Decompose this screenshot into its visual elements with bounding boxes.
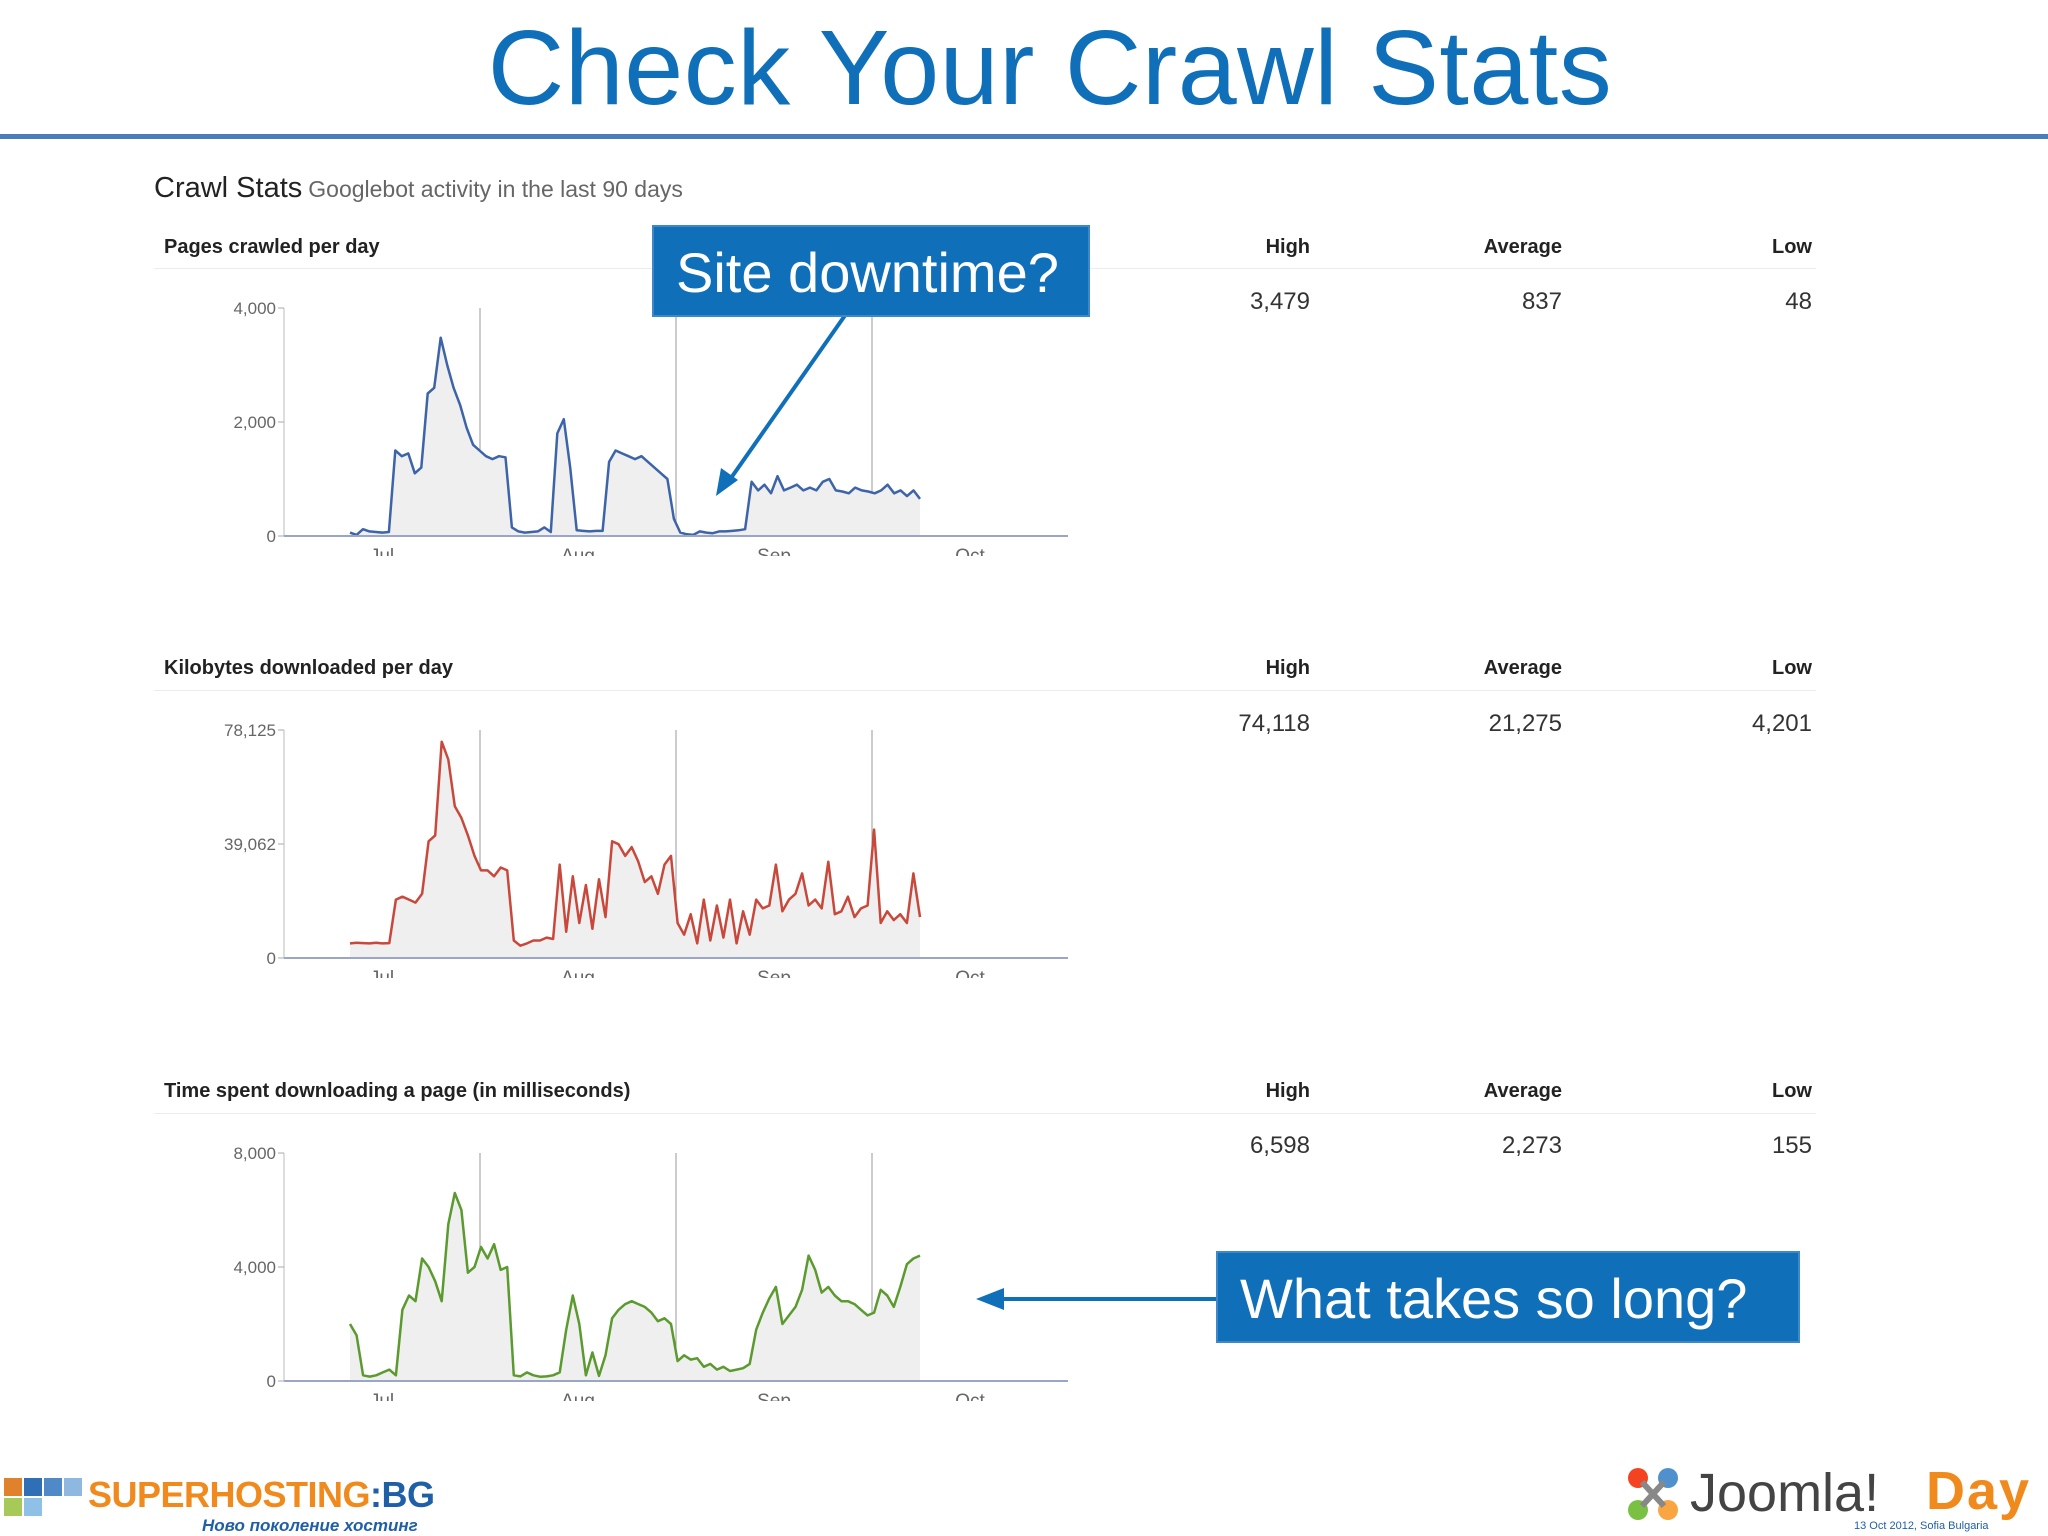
stat-header-high: High xyxy=(1265,657,1310,679)
stat-high-value: 74,118 xyxy=(1238,710,1310,737)
chart-series-line xyxy=(349,740,922,947)
chart-x-tick-label: Oct xyxy=(955,1391,985,1401)
panel-divider xyxy=(154,690,1816,691)
callout-site-downtime: Site downtime? xyxy=(652,225,1090,317)
kilobytes-downloaded-chart: 78,125 39,062 0 Jul Aug Sep Oct xyxy=(224,721,1068,978)
crawl-stats-title: Crawl Stats xyxy=(154,172,303,204)
title-divider xyxy=(0,134,2048,139)
crawl-stats-header: Crawl Stats Googlebot activity in the las… xyxy=(154,172,683,205)
panel-title-time: Time spent downloading a page (in millis… xyxy=(164,1080,631,1102)
pages-crawled-chart: 4,000 2,000 0 Jul Aug Sep Oct xyxy=(233,299,1068,556)
chart-y-tick-label: 0 xyxy=(267,527,276,546)
panel-title-kilobytes: Kilobytes downloaded per day xyxy=(164,657,453,679)
chart-area-fill xyxy=(350,1193,920,1381)
stat-low-value: 48 xyxy=(1785,288,1812,315)
joomla-icon xyxy=(1628,1468,1678,1520)
chart-x-tick-label: Jul xyxy=(370,968,394,978)
stat-header-low: Low xyxy=(1772,1080,1812,1102)
chart-y-tick-label: 0 xyxy=(267,949,276,968)
chart-y-tick-label: 4,000 xyxy=(233,1258,276,1277)
chart-x-tick-label: Aug xyxy=(561,546,595,556)
stat-average-value: 21,275 xyxy=(1488,710,1562,737)
stat-average-value: 2,273 xyxy=(1501,1132,1562,1159)
chart-series-line xyxy=(348,1191,921,1378)
stat-header-average: Average xyxy=(1483,657,1562,679)
panel-title-pages: Pages crawled per day xyxy=(164,236,380,258)
time-downloading-chart: 8,000 4,000 0 Jul Aug Sep Oct xyxy=(233,1144,1068,1401)
superhosting-brand-main: SUPERHOSTING xyxy=(88,1474,371,1515)
stat-high-value: 6,598 xyxy=(1249,1132,1310,1159)
chart-y-tick-label: 78,125 xyxy=(224,721,276,740)
superhosting-brand-suffix: :BG xyxy=(370,1474,435,1515)
chart-x-tick-label: Oct xyxy=(955,968,985,978)
joomla-event-date: 13 Oct 2012, Sofia Bulgaria xyxy=(1854,1520,1989,1532)
stat-low-value: 4,201 xyxy=(1751,710,1812,737)
joomla-wordmark: Joomla! xyxy=(1690,1463,1880,1523)
chart-area-fill xyxy=(350,337,920,536)
chart-x-tick-label: Oct xyxy=(955,546,985,556)
stat-header-high: High xyxy=(1265,1080,1310,1102)
superhosting-logo: SUPERHOSTING:BG Ново поколение хостинг xyxy=(4,1472,444,1536)
stat-average-value: 837 xyxy=(1521,288,1562,315)
stat-low-value: 155 xyxy=(1771,1132,1812,1159)
chart-x-tick-label: Sep xyxy=(757,968,791,978)
superhosting-tagline: Ново поколение хостинг xyxy=(202,1516,418,1535)
chart-x-tick-label: Jul xyxy=(370,546,394,556)
stat-header-high: High xyxy=(1265,236,1310,258)
chart-x-tick-label: Jul xyxy=(370,1391,394,1401)
chart-y-tick-label: 8,000 xyxy=(233,1144,276,1163)
callout-what-takes-so-long: What takes so long? xyxy=(1216,1251,1800,1343)
superhosting-brand: SUPERHOSTING:BG xyxy=(88,1474,435,1516)
chart-x-tick-label: Aug xyxy=(561,968,595,978)
stat-header-low: Low xyxy=(1772,657,1812,679)
panel-divider xyxy=(154,1113,1816,1114)
chart-x-tick-label: Aug xyxy=(561,1391,595,1401)
chart-area-fill xyxy=(350,741,920,958)
chart-x-tick-label: Sep xyxy=(757,546,791,556)
joomla-day-word: Day xyxy=(1926,1461,2032,1521)
stat-header-average: Average xyxy=(1483,236,1562,258)
chart-y-tick-label: 39,062 xyxy=(224,835,276,854)
slide-title: Check Your Crawl Stats xyxy=(487,9,1613,127)
stat-high-value: 3,479 xyxy=(1249,288,1310,315)
chart-x-tick-label: Sep xyxy=(757,1391,791,1401)
crawl-stats-subtitle: Googlebot activity in the last 90 days xyxy=(308,176,683,202)
chart-y-tick-label: 2,000 xyxy=(233,413,276,432)
stat-header-low: Low xyxy=(1772,236,1812,258)
chart-y-tick-label: 4,000 xyxy=(233,299,276,318)
joomla-day-logo: Joomla! Day 13 Oct 2012, Sofia Bulgaria xyxy=(1618,1460,2048,1536)
chart-y-tick-label: 0 xyxy=(267,1372,276,1391)
stat-header-average: Average xyxy=(1483,1080,1562,1102)
